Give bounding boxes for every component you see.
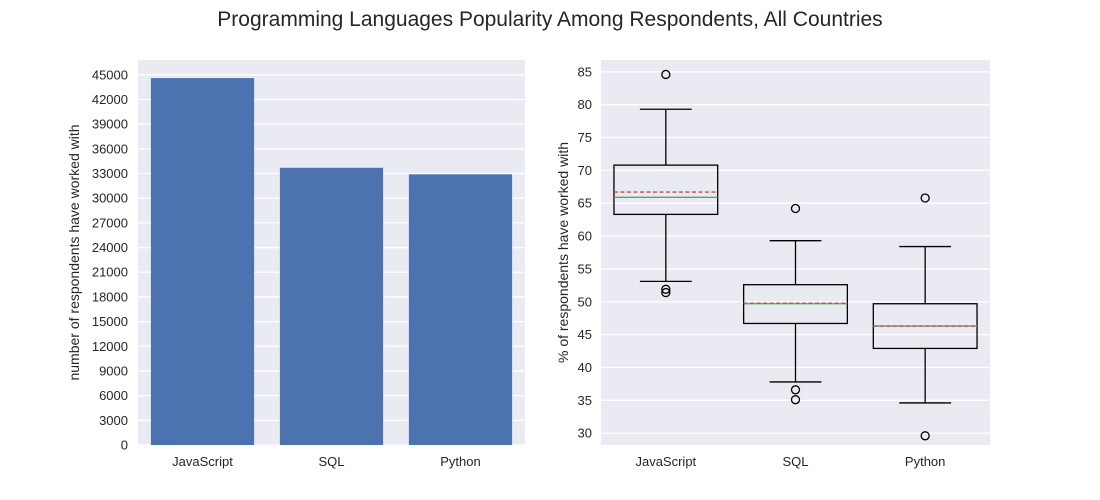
bar-chart-y-tick-label: 33000	[92, 166, 128, 181]
bar-chart-x-tick-label: Python	[440, 454, 480, 469]
box-javascript	[613, 69, 719, 298]
box-plot-y-tick-label: 55	[578, 261, 592, 276]
box-plot-y-tick-label: 70	[578, 163, 592, 178]
box-plot-y-axis-label: % of respondents have worked with	[555, 142, 571, 363]
box-outlier-point	[661, 69, 671, 80]
box-plot-x-tick-label: JavaScript	[635, 454, 696, 469]
box-iqr	[613, 164, 719, 216]
box-plot-x-ticks: JavaScript SQL Python	[635, 454, 945, 469]
box-plot-x-tick-label: Python	[905, 454, 945, 469]
bar-chart-y-tick-label: 0	[121, 438, 128, 453]
bar-chart-y-tick-label: 27000	[92, 215, 128, 230]
box-sql	[742, 203, 849, 405]
box-plot-y-tick-label: 75	[578, 130, 592, 145]
bar-chart-y-tick-label: 6000	[99, 388, 128, 403]
figure-title: Programming Languages Popularity Among R…	[217, 8, 882, 31]
box-plot-y-tick-label: 65	[578, 196, 592, 211]
bar-chart-y-tick-label: 18000	[92, 289, 128, 304]
box-plot-boxes	[613, 69, 978, 441]
bar-chart-panel: 0 3000 6000 9000 12000 15000 18000 21000 24000 27…	[66, 60, 525, 469]
box-outlier-point	[920, 193, 930, 203]
box-outlier-point	[661, 284, 671, 294]
box-plot-y-tick-label: 85	[578, 64, 592, 79]
bar-chart-x-tick-label: SQL	[318, 454, 344, 469]
bar-chart-y-tick-label: 15000	[92, 314, 128, 329]
bar-chart-y-axis-label: number of respondents have worked with	[66, 124, 82, 380]
bar-chart-y-tick-label: 45000	[92, 67, 128, 82]
bar-chart-y-tick-label: 12000	[92, 339, 128, 354]
box-plot-y-tick-label: 40	[578, 360, 592, 375]
box-python	[872, 193, 978, 441]
box-plot-y-tick-label: 60	[578, 229, 592, 244]
box-plot-y-tick-label: 45	[578, 327, 592, 342]
box-outlier-point	[790, 203, 801, 214]
bar-chart-bars	[150, 78, 513, 445]
box-outlier-point	[790, 385, 801, 395]
bar-chart-x-ticks: JavaScript SQL Python	[172, 454, 481, 469]
bar-chart-y-ticks: 0 3000 6000 9000 12000 15000 18000 21000 24000 27…	[92, 67, 128, 452]
box-plot-panel: 30 35 40 45 50 55 60 65 70 75 80 85 JavaScript SQL Py…	[555, 60, 990, 469]
bar-chart-y-tick-label: 21000	[92, 265, 128, 280]
bar-chart-y-tick-label: 42000	[92, 92, 128, 107]
box-outlier-point	[920, 431, 930, 441]
box-outlier-point	[661, 287, 671, 298]
bar-chart-y-tick-label: 3000	[99, 413, 128, 428]
bar-python	[408, 174, 513, 445]
box-outlier-point	[790, 395, 801, 405]
box-plot-y-ticks: 30 35 40 45 50 55 60 65 70 75 80 85	[578, 64, 592, 440]
bar-chart-y-tick-label: 36000	[92, 141, 128, 156]
box-plot-y-tick-label: 50	[578, 294, 592, 309]
bar-chart-y-tick-label: 9000	[99, 363, 128, 378]
box-plot-x-tick-label: SQL	[782, 454, 808, 469]
bar-chart-x-tick-label: JavaScript	[172, 454, 233, 469]
bar-chart-y-tick-label: 24000	[92, 240, 128, 255]
box-plot-y-tick-label: 80	[578, 97, 592, 112]
box-plot-y-tick-label: 35	[578, 393, 592, 408]
bar-javascript	[150, 78, 255, 445]
bar-sql	[279, 167, 384, 445]
box-plot-y-tick-label: 30	[578, 426, 592, 441]
bar-chart-y-tick-label: 39000	[92, 117, 128, 132]
bar-chart-y-tick-label: 30000	[92, 191, 128, 206]
